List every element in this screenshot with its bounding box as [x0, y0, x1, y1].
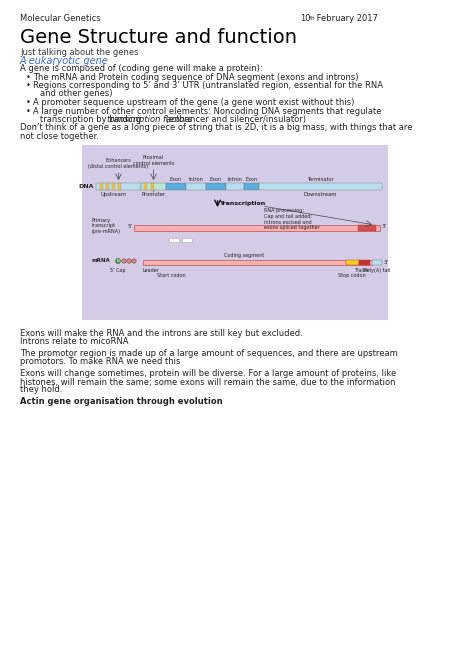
Text: Introns relate to micoRNA: Introns relate to micoRNA: [20, 338, 128, 346]
Circle shape: [127, 259, 131, 263]
Text: Actin gene organisation through evolution: Actin gene organisation through evolutio…: [20, 397, 223, 407]
Circle shape: [116, 258, 120, 264]
Text: 5’: 5’: [128, 223, 133, 229]
Text: Exons will change sometimes, protein will be diverse. For a large amount of prot: Exons will change sometimes, protein wil…: [20, 370, 396, 378]
Text: A promoter sequence upstream of the gene (a gene wont exist without this): A promoter sequence upstream of the gene…: [33, 98, 355, 107]
Text: 3’: 3’: [382, 223, 387, 229]
Text: 10: 10: [300, 14, 310, 23]
Bar: [118, 183, 121, 190]
Text: G: G: [117, 259, 119, 263]
Text: Downstream: Downstream: [304, 192, 337, 197]
Bar: [112, 183, 115, 190]
Bar: [259, 183, 382, 190]
Bar: [141, 183, 166, 190]
Bar: [151, 183, 154, 190]
Bar: [144, 183, 147, 190]
Text: 5' Cap: 5' Cap: [110, 268, 126, 273]
Text: Exon: Exon: [170, 177, 182, 182]
Text: Poly(A) tail: Poly(A) tail: [364, 268, 390, 273]
Text: Transcription: Transcription: [219, 201, 266, 207]
Text: mRNA: mRNA: [92, 258, 111, 264]
Bar: [372, 260, 382, 265]
Bar: [206, 183, 226, 190]
Text: Intron: Intron: [228, 177, 242, 182]
Text: Exon: Exon: [210, 177, 222, 182]
Text: •: •: [26, 98, 31, 107]
Text: transcription factors: transcription factors: [107, 115, 192, 124]
Text: Regions corresponding to 5’ and 3’ UTR (untranslated region, essential for the R: Regions corresponding to 5’ and 3’ UTR (…: [33, 81, 383, 90]
Text: th: th: [310, 16, 316, 21]
Bar: [166, 183, 186, 190]
Text: Exons will make the RNA and the introns are still key but excluded.: Exons will make the RNA and the introns …: [20, 329, 303, 338]
Text: and other genes): and other genes): [40, 89, 112, 99]
Bar: [359, 260, 370, 265]
Text: not close together.: not close together.: [20, 132, 99, 141]
Text: Exon: Exon: [246, 177, 257, 182]
Text: 3’: 3’: [384, 260, 389, 264]
Bar: [106, 183, 109, 190]
Text: transcription by binding: transcription by binding: [40, 115, 144, 124]
Text: Stop codon: Stop codon: [338, 273, 366, 278]
Text: •: •: [26, 72, 31, 81]
Text: A large number of other control elements: Noncoding DNA segments that regulate: A large number of other control elements…: [33, 107, 382, 115]
Text: •: •: [26, 81, 31, 90]
Text: promotors. To make RNA we need this: promotors. To make RNA we need this: [20, 358, 181, 366]
Text: Terminator: Terminator: [307, 177, 334, 182]
Text: The mRNA and Protein coding sequence of DNA segment (exons and introns): The mRNA and Protein coding sequence of …: [33, 72, 358, 81]
Text: Intron: Intron: [189, 177, 203, 182]
Bar: [358, 225, 376, 231]
Text: Start codon: Start codon: [157, 273, 185, 278]
Text: Primary
transcript
(pre-mRNA): Primary transcript (pre-mRNA): [92, 217, 121, 234]
Text: Gene Structure and function: Gene Structure and function: [20, 28, 297, 47]
Text: Coding segment: Coding segment: [224, 253, 264, 258]
Bar: [134, 225, 380, 231]
Bar: [100, 183, 103, 190]
Text: Promoter: Promoter: [141, 192, 165, 197]
Text: (enhancer and silencer/insulator): (enhancer and silencer/insulator): [163, 115, 306, 124]
Text: DNA: DNA: [79, 184, 94, 189]
Bar: [182, 238, 192, 242]
Bar: [346, 260, 359, 265]
Circle shape: [132, 259, 136, 263]
Text: Leader: Leader: [143, 268, 159, 273]
Text: Enhancers
(distal control elements): Enhancers (distal control elements): [89, 158, 148, 169]
Text: •: •: [26, 107, 31, 115]
Bar: [143, 260, 372, 265]
Text: histones, will remain the same; some exons will remain the same, due to the info: histones, will remain the same; some exo…: [20, 378, 395, 386]
Bar: [226, 183, 244, 190]
Text: February 2017: February 2017: [314, 14, 378, 23]
Text: Trailer: Trailer: [355, 268, 370, 273]
Text: A eukaryotic gene: A eukaryotic gene: [20, 56, 109, 66]
Text: Don’t think of a gene as a long piece of string that is 2D, it is a big mass, wi: Don’t think of a gene as a long piece of…: [20, 123, 412, 132]
Bar: [169, 238, 179, 242]
Bar: [96, 183, 141, 190]
Text: Upstream: Upstream: [100, 192, 127, 197]
Text: A gene is composed of (coding gene will make a protein):: A gene is composed of (coding gene will …: [20, 64, 263, 73]
Circle shape: [122, 259, 126, 263]
Text: Molecular Genetics: Molecular Genetics: [20, 14, 100, 23]
Bar: [186, 183, 206, 190]
Text: they hold.: they hold.: [20, 386, 63, 395]
Bar: [82, 144, 388, 319]
Text: Just talking about the genes: Just talking about the genes: [20, 48, 138, 57]
Text: Proximal
control elements: Proximal control elements: [133, 155, 174, 166]
Text: The promotor region is made up of a large amount of sequences, and there are ups: The promotor region is made up of a larg…: [20, 350, 398, 358]
Bar: [244, 183, 259, 190]
Text: RNA processing:
Cap and tail added;
introns excised and
exons spliced together: RNA processing: Cap and tail added; intr…: [264, 208, 320, 230]
